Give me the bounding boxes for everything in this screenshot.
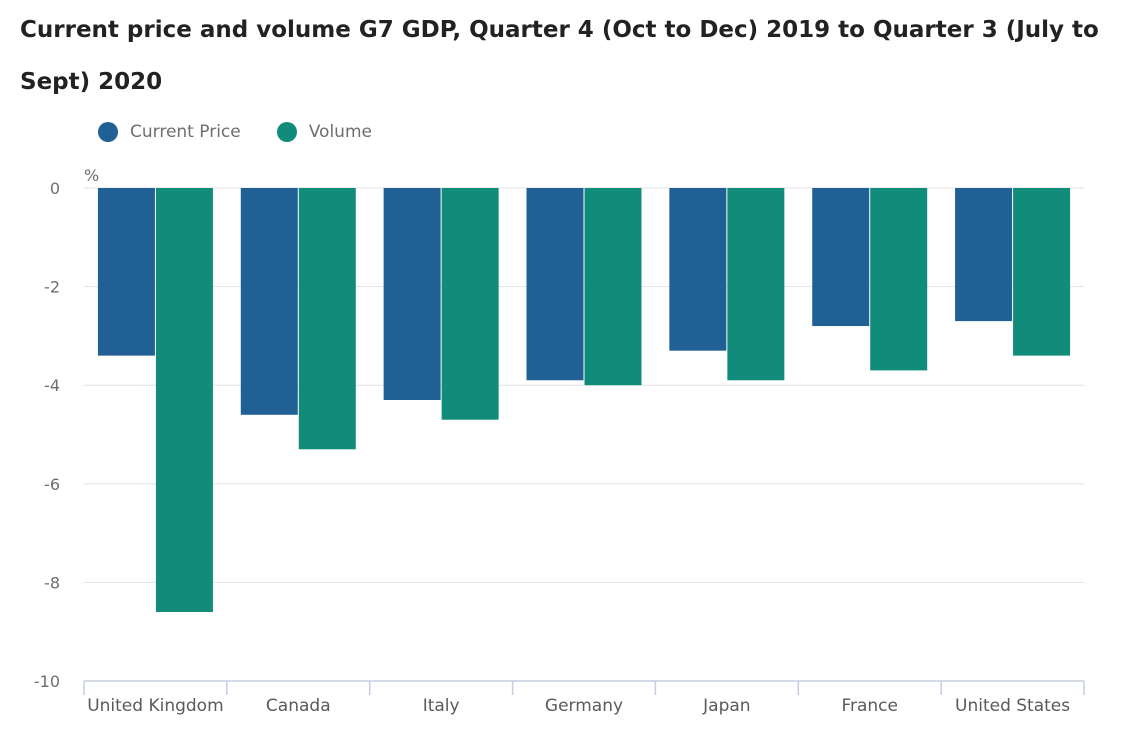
bar-current-price-japan[interactable] — [669, 188, 727, 351]
bar-current-price-united-states[interactable] — [955, 188, 1013, 322]
bar-volume-japan[interactable] — [727, 188, 785, 381]
bar-current-price-france[interactable] — [812, 188, 870, 327]
y-axis-unit-label: % — [84, 166, 99, 185]
x-tick-label: Japan — [702, 696, 750, 716]
y-tick-label: -4 — [44, 376, 60, 395]
x-tick-label: United States — [955, 696, 1070, 716]
y-tick-label: -10 — [34, 672, 60, 691]
bar-current-price-italy[interactable] — [383, 188, 441, 400]
bar-current-price-germany[interactable] — [526, 188, 584, 381]
legend-swatch-current-price — [98, 122, 118, 142]
x-tick-label: France — [841, 696, 898, 716]
bar-volume-italy[interactable] — [441, 188, 499, 420]
y-tick-label: 0 — [50, 179, 60, 198]
y-tick-label: -6 — [44, 475, 60, 494]
bar-volume-united-states[interactable] — [1013, 188, 1071, 356]
bar-volume-france[interactable] — [870, 188, 928, 371]
chart-title: Current price and volume G7 GDP, Quarter… — [20, 17, 1099, 95]
y-tick-label: -2 — [44, 278, 60, 297]
y-tick-label: -8 — [44, 573, 60, 592]
bar-volume-canada[interactable] — [298, 188, 356, 450]
legend-item-current-price[interactable]: Current Price — [98, 122, 241, 142]
x-tick-label: Canada — [266, 696, 331, 716]
legend-label-volume: Volume — [308, 122, 372, 142]
x-tick-label: United Kingdom — [87, 696, 223, 716]
bar-current-price-canada[interactable] — [240, 188, 298, 415]
bar-volume-united-kingdom[interactable] — [155, 188, 213, 612]
legend-swatch-volume — [276, 122, 297, 142]
x-tick-label: Germany — [545, 696, 623, 716]
x-tick-label: Italy — [423, 696, 460, 716]
bar-volume-germany[interactable] — [584, 188, 642, 386]
legend-label-current-price: Current Price — [130, 122, 241, 142]
legend-item-volume[interactable]: Volume — [276, 122, 372, 142]
chart-legend: Current Price Volume — [98, 122, 408, 142]
bar-current-price-united-kingdom[interactable] — [97, 188, 155, 356]
